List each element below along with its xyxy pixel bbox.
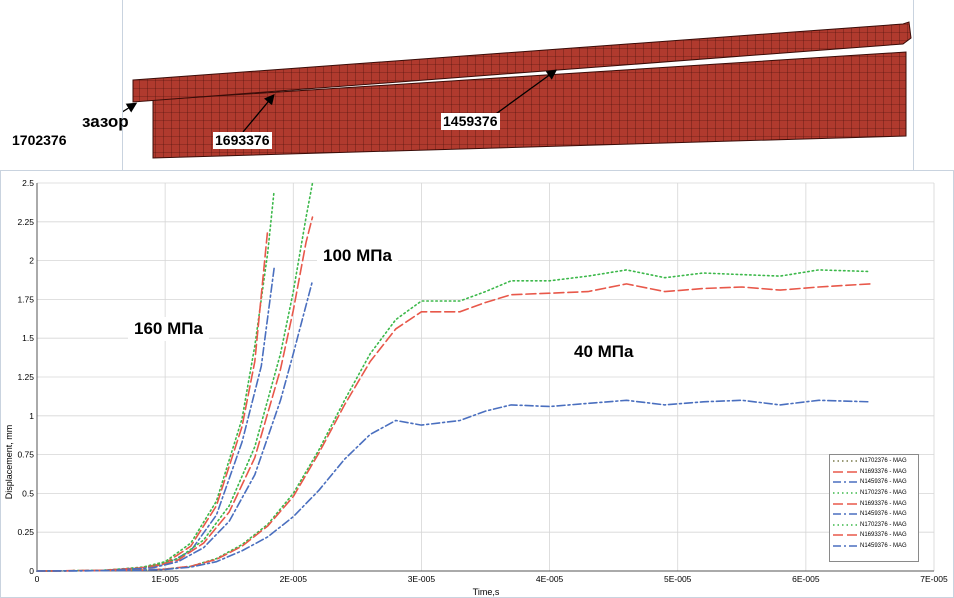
legend: N1702376 - MAG N1693376 - MAG N1459376 - M… — [829, 454, 919, 562]
y-tick-label: 1.5 — [22, 333, 34, 343]
node-label-left: 1702376 — [12, 132, 67, 148]
series-line-8 — [36, 283, 871, 572]
legend-swatch — [833, 534, 857, 537]
mesh-view — [123, 21, 912, 159]
legend-label: N1693376 - MAG — [860, 468, 907, 475]
legend-label: N1693376 - MAG — [860, 532, 907, 539]
gap-label: зазор — [82, 112, 129, 131]
chart-frame — [0, 170, 954, 598]
legend-swatch — [833, 513, 857, 515]
legend-swatch — [833, 492, 857, 494]
x-tick-label: 0 — [35, 574, 40, 584]
y-tick-label: 1.75 — [17, 294, 34, 304]
legend-item: N1693376 - MAG — [832, 467, 916, 478]
lower-plate — [152, 51, 907, 159]
legend-item: N1702376 - MAG — [832, 520, 916, 531]
legend-swatch — [833, 460, 857, 462]
x-tick-label: 5E-005 — [664, 574, 692, 584]
y-tick-label: 0.75 — [17, 450, 34, 460]
y-axis-label: Displacement, mm — [4, 425, 14, 500]
y-tick-label: 0 — [29, 566, 34, 576]
x-tick-label: 1E-005 — [151, 574, 179, 584]
series-line-1 — [36, 189, 275, 572]
y-tick-label: 2.5 — [22, 178, 34, 188]
legend-label: N1459376 - MAG — [860, 511, 907, 518]
legend-item: N1459376 - MAG — [832, 509, 916, 520]
series-line-9 — [36, 399, 871, 572]
x-axis-label: Time,s — [473, 587, 500, 597]
legend-swatch — [833, 545, 857, 547]
legend-swatch — [833, 524, 857, 526]
y-tick-label: 2 — [29, 256, 34, 266]
x-tick-label: 7E-005 — [920, 574, 948, 584]
displacement-chart: 0 0.25 0.5 0.75 1 1.25 1.5 1.75 2 2.25 2.5 0 1E-005 2… — [0, 170, 954, 598]
legend-label: N1702376 - MAG — [860, 458, 907, 465]
y-tick-label: 0.5 — [22, 488, 34, 498]
x-tick-label: 2E-005 — [280, 574, 308, 584]
legend-item: N1459376 - MAG — [832, 477, 916, 488]
mesh-panel: 1693376 1459376 — [122, 0, 914, 170]
legend-item: N1693376 - MAG — [832, 498, 916, 509]
node-label-mid: 1693376 — [213, 132, 272, 149]
label-arrows — [123, 69, 558, 133]
legend-label: N1459376 - MAG — [860, 479, 907, 486]
stress-label-160: 160 МПа — [128, 317, 209, 341]
x-tick-label: 3E-005 — [408, 574, 436, 584]
legend-item: N1702376 - MAG — [832, 488, 916, 499]
legend-swatch — [833, 481, 857, 484]
upper-plate — [132, 21, 912, 103]
legend-label: N1702376 - MAG — [860, 490, 907, 497]
stress-label-40: 40 МПа — [568, 340, 640, 364]
legend-swatch — [833, 471, 857, 473]
legend-item: N1459376 - MAG — [832, 541, 916, 552]
legend-swatch — [833, 502, 857, 505]
tick-labels: 0 0.25 0.5 0.75 1 1.25 1.5 1.75 2 2.25 2.5 0 1E-005 2… — [17, 178, 948, 584]
y-tick-label: 1.25 — [17, 372, 34, 382]
y-tick-label: 0.25 — [17, 527, 34, 537]
node-label-right: 1459376 — [441, 113, 500, 130]
series-lines — [36, 182, 871, 572]
y-tick-label: 1 — [29, 411, 34, 421]
legend-item: N1702376 - MAG — [832, 456, 916, 467]
legend-label: N1693376 - MAG — [860, 500, 907, 507]
chart-panel: 0 0.25 0.5 0.75 1 1.25 1.5 1.75 2 2.25 2.5 0 1E-005 2… — [0, 170, 954, 598]
legend-label: N1702376 - MAG — [860, 521, 907, 528]
axes — [36, 183, 934, 572]
legend-label: N1459376 - MAG — [860, 543, 907, 550]
x-tick-label: 4E-005 — [536, 574, 564, 584]
grid — [36, 182, 935, 572]
series-line-7 — [36, 269, 871, 572]
series-line-6 — [36, 280, 314, 572]
x-tick-label: 6E-005 — [792, 574, 820, 584]
y-tick-label: 2.25 — [17, 217, 34, 227]
stress-label-100: 100 МПа — [317, 244, 398, 268]
legend-item: N1693376 - MAG — [832, 530, 916, 541]
